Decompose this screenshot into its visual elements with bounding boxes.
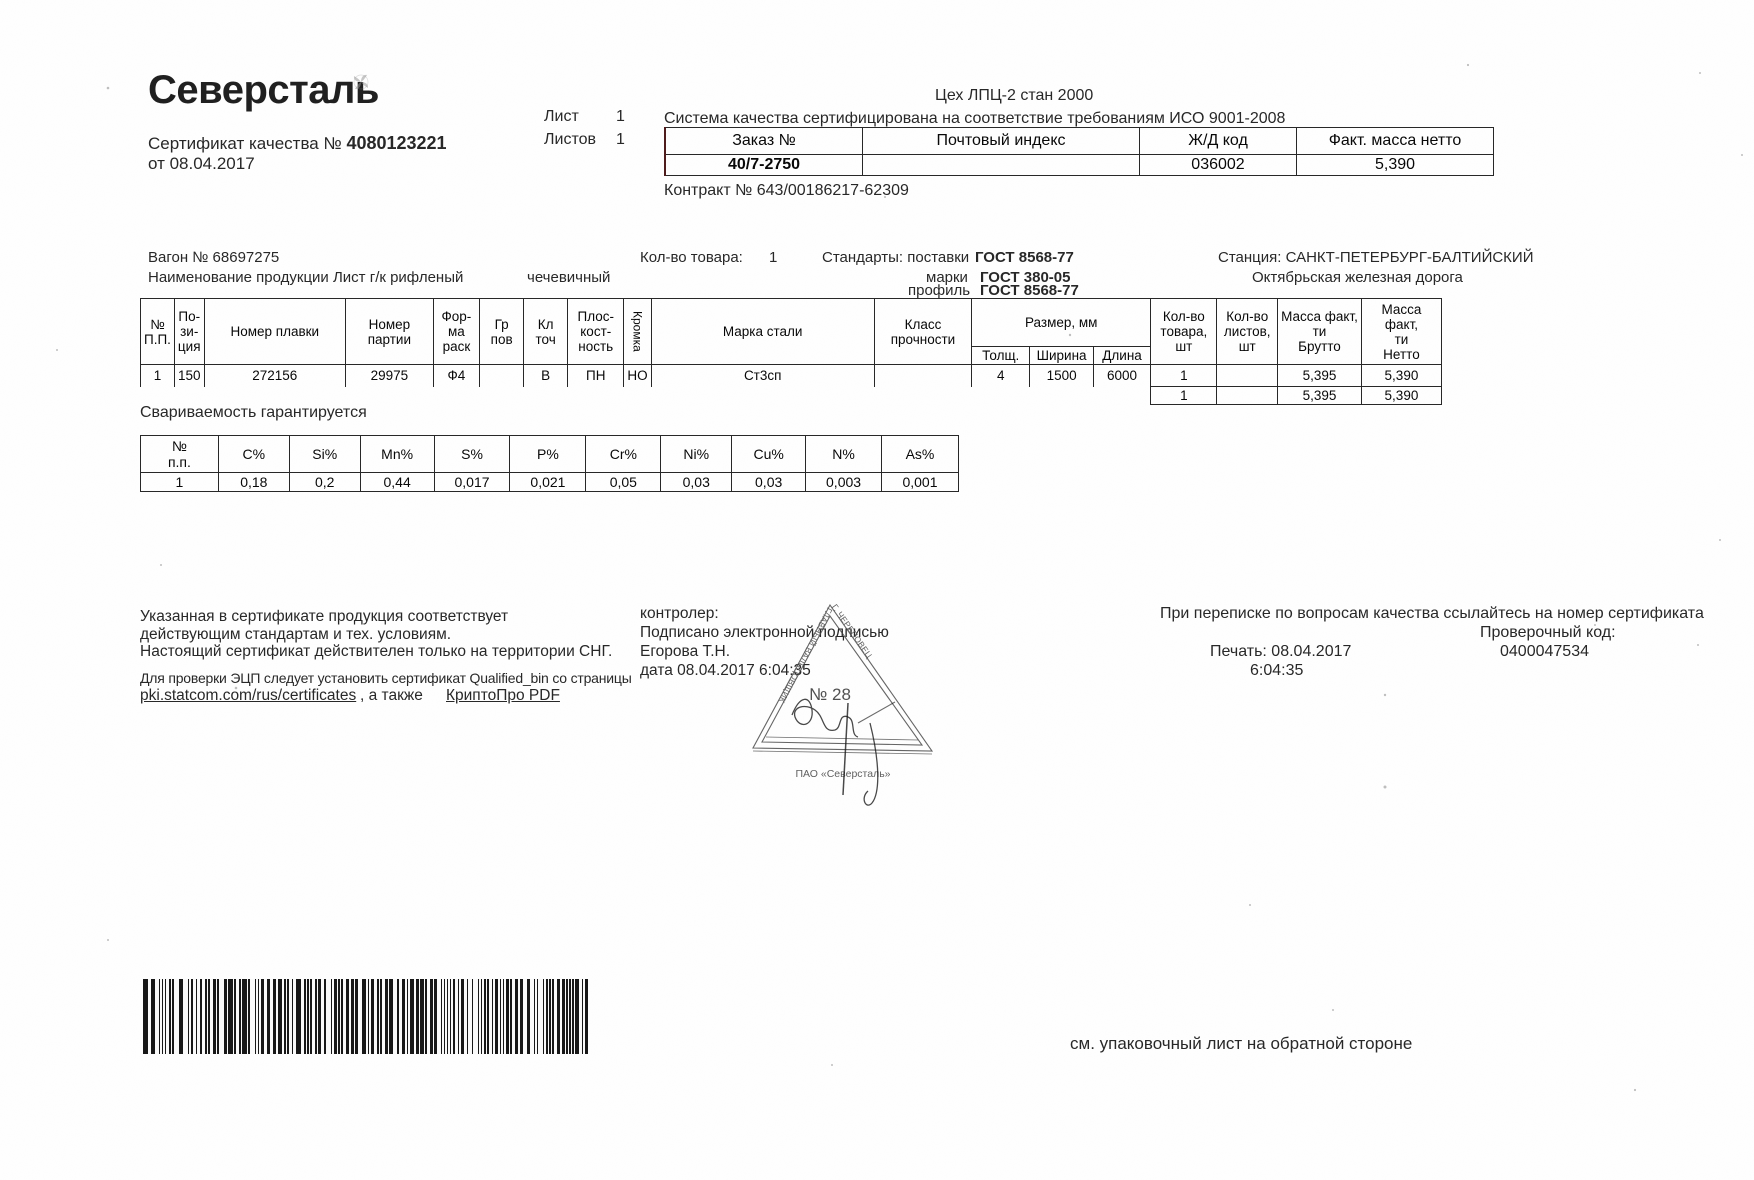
svg-text:№ 28: № 28 [809,685,851,704]
svg-text:ПАО «Северсталь»: ПАО «Северсталь» [795,768,890,780]
svg-text:Г. ЧЕРЕПОВЕЦ: Г. ЧЕРЕПОВЕЦ [830,602,875,660]
